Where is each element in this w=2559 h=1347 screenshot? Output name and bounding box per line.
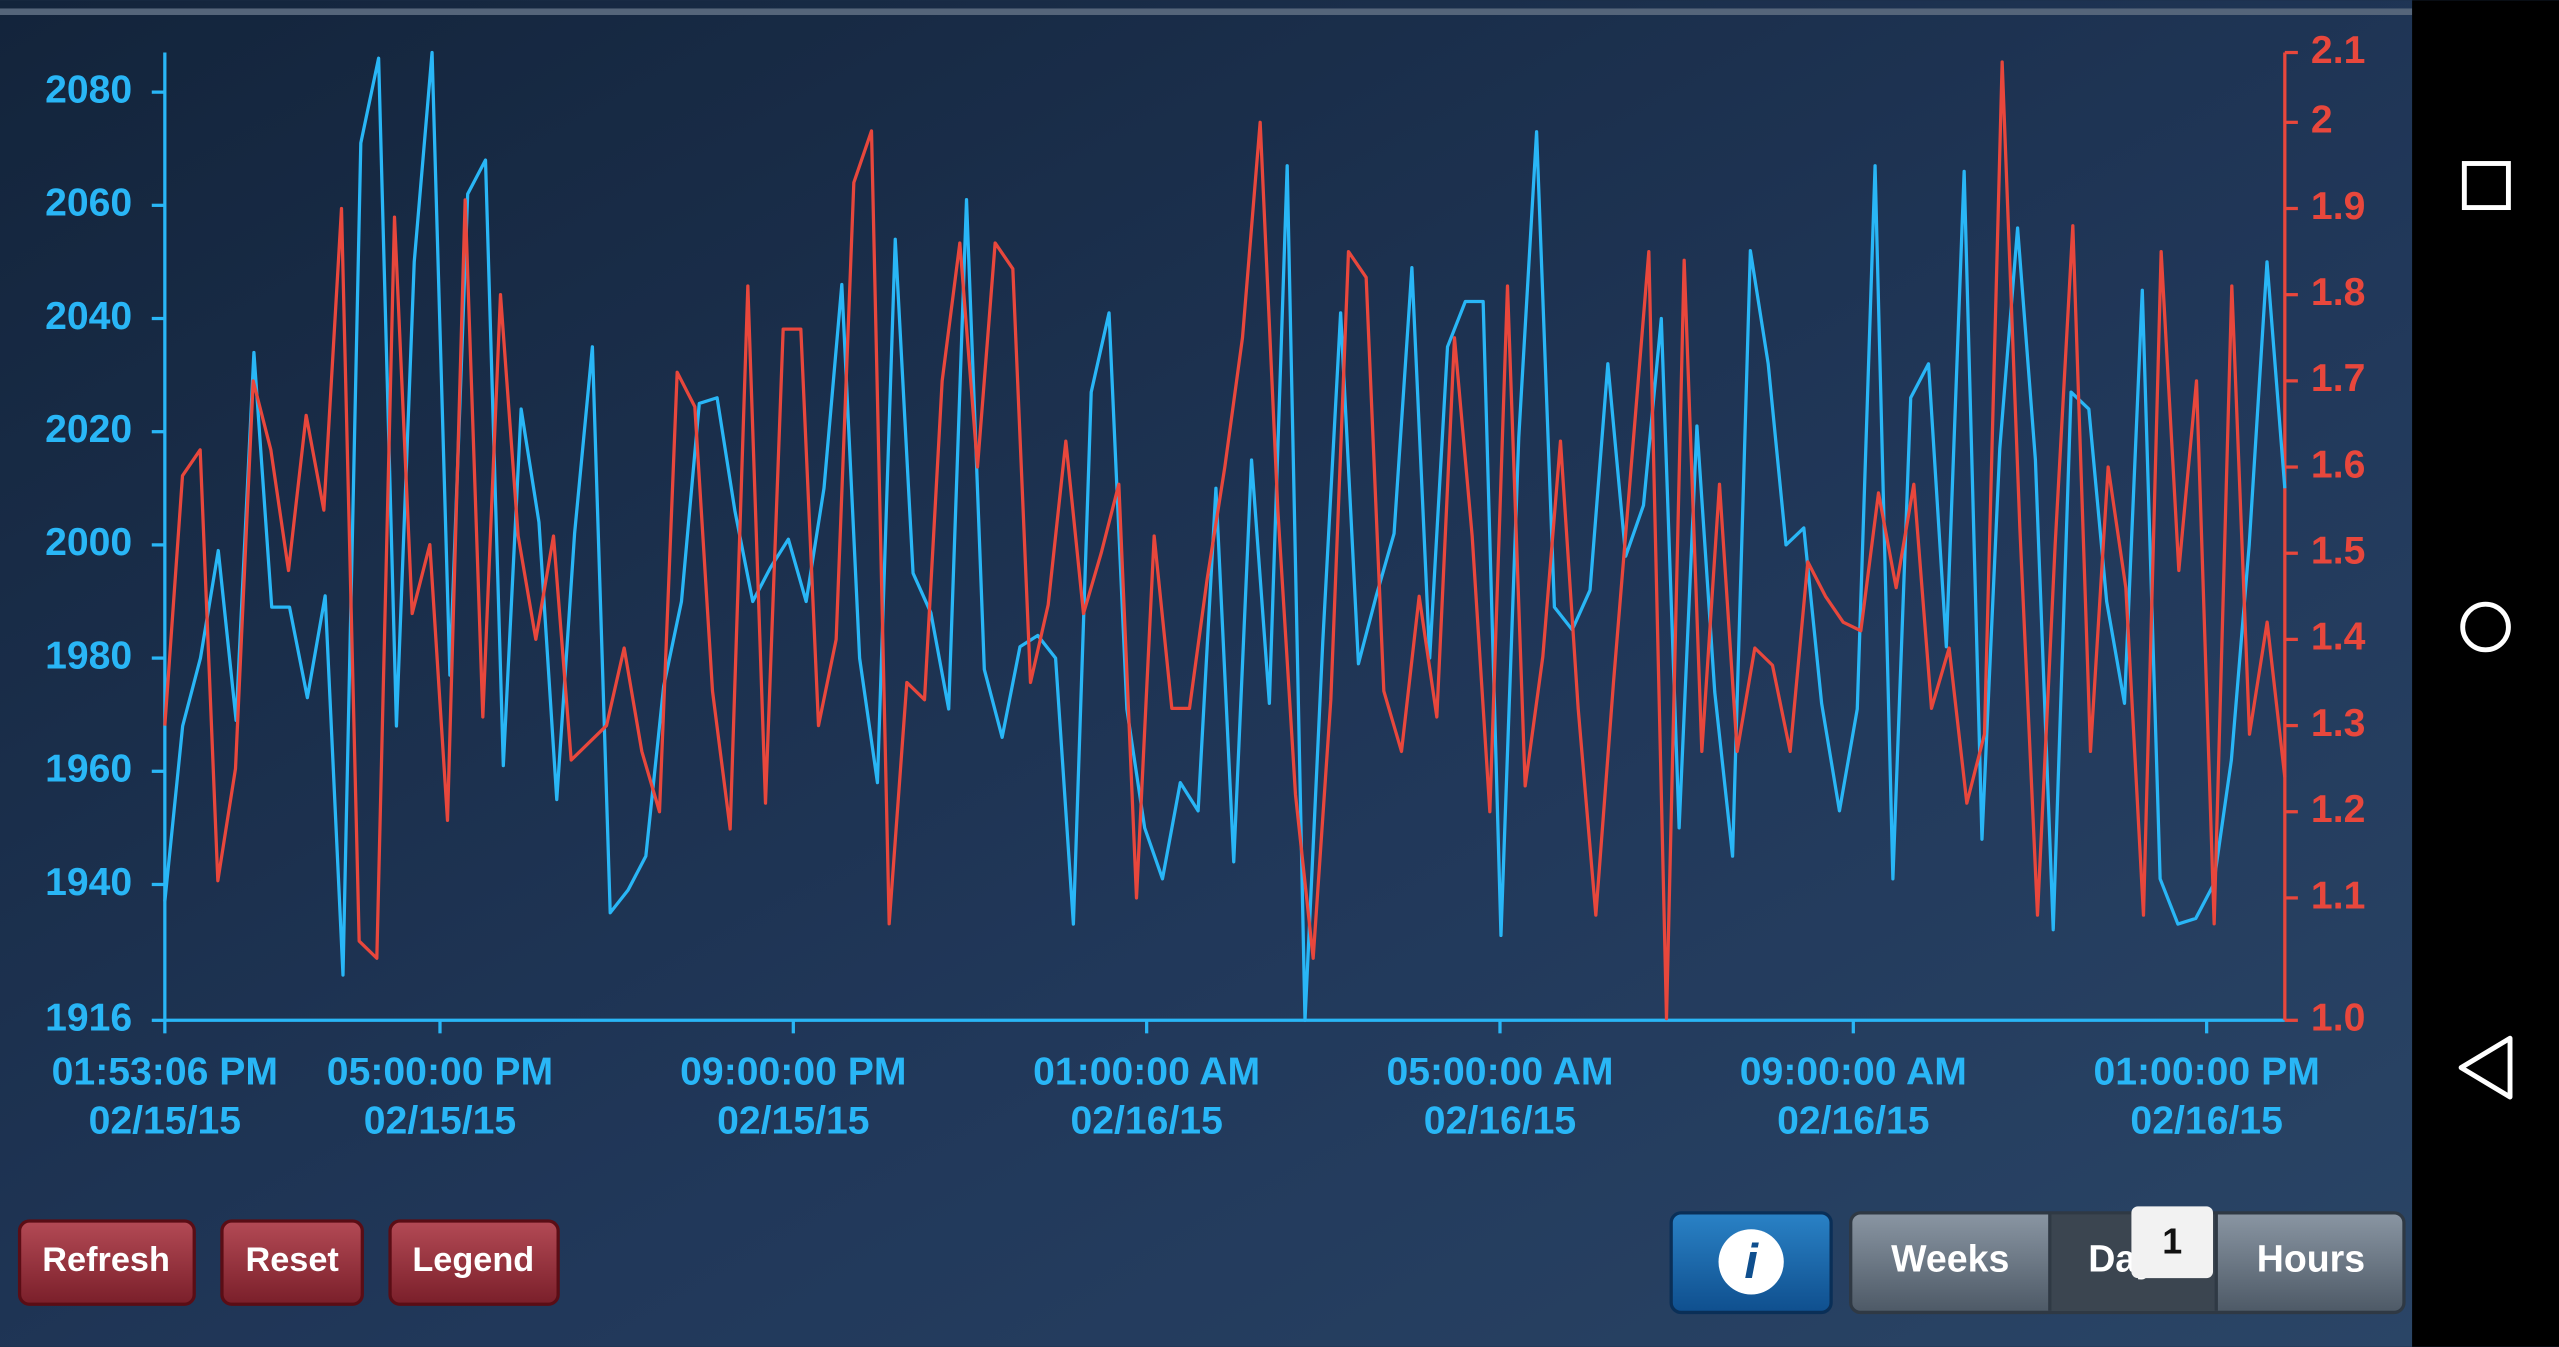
- y-tick-label: 1980: [45, 634, 132, 677]
- nav-recent[interactable]: [2461, 161, 2511, 211]
- y-tick-label: 2060: [45, 182, 132, 225]
- y2-tick-label: 1.9: [2311, 185, 2365, 228]
- y-tick-label: 2080: [45, 68, 132, 111]
- info-glyph[interactable]: i: [1744, 1235, 1759, 1289]
- y2-tick-label: 1.8: [2311, 271, 2365, 314]
- x-tick-label: 05:00:00 AM: [1386, 1051, 1613, 1094]
- x-tick-label: 02/16/15: [1070, 1099, 1222, 1142]
- x-tick-label: 01:00:00 PM: [2093, 1051, 2319, 1094]
- x-tick-label: 02/15/15: [89, 1099, 241, 1142]
- y-tick-label: 2000: [45, 521, 132, 564]
- y-tick-label: 2040: [45, 295, 132, 338]
- y2-tick-label: 1.2: [2311, 788, 2365, 831]
- toggle-label[interactable]: Hours: [2257, 1238, 2365, 1280]
- x-tick-label: 02/15/15: [717, 1099, 869, 1142]
- x-tick-label: 05:00:00 PM: [327, 1051, 553, 1094]
- range-toggle[interactable]: Weeks Days Hours 1: [1849, 1206, 2406, 1315]
- y-tick-label: 2020: [45, 408, 132, 451]
- x-tick-label: 09:00:00 PM: [680, 1051, 906, 1094]
- y2-tick-label: 1.3: [2311, 702, 2365, 745]
- nav-back[interactable]: [2458, 1035, 2513, 1100]
- reset-button[interactable]: Reset: [220, 1219, 364, 1306]
- x-tick-label: 09:00:00 AM: [1740, 1051, 1967, 1094]
- y2-tick-label: 1.7: [2311, 357, 2365, 400]
- nav-home[interactable]: [2460, 601, 2511, 653]
- badge: [2131, 1206, 2214, 1279]
- x-tick-label: 01:53:06 PM: [52, 1051, 278, 1094]
- x-tick-label: 01:00:00 AM: [1033, 1051, 1260, 1094]
- top-bar: [0, 8, 2413, 15]
- y2-tick-label: 1.0: [2311, 997, 2365, 1040]
- y2-tick-label: 1.5: [2311, 530, 2365, 573]
- y-tick-label: 1916: [45, 997, 132, 1040]
- button-bg[interactable]: [17, 1219, 196, 1306]
- info-icon[interactable]: [1718, 1229, 1784, 1295]
- button-label[interactable]: Legend: [412, 1241, 534, 1279]
- y-tick-label: 1960: [45, 748, 132, 791]
- x-tick-label: 02/16/15: [1424, 1099, 1576, 1142]
- x-tick-label: 02/15/15: [364, 1099, 516, 1142]
- legend-button[interactable]: Legend: [388, 1219, 560, 1306]
- y2-tick-label: 1.6: [2311, 443, 2365, 486]
- y2-tick-label: 2: [2311, 99, 2333, 142]
- y2-tick-label: 2.1: [2311, 29, 2365, 72]
- y-tick-label: 1940: [45, 861, 132, 904]
- button-bg[interactable]: [388, 1219, 560, 1306]
- toggle-label[interactable]: Weeks: [1891, 1238, 2009, 1280]
- y2-tick-label: 1.4: [2311, 616, 2366, 659]
- button-label[interactable]: Reset: [245, 1241, 338, 1279]
- refresh-button[interactable]: Refresh: [17, 1219, 196, 1306]
- button-label[interactable]: Refresh: [42, 1241, 170, 1279]
- x-tick-label: 02/16/15: [1777, 1099, 1929, 1142]
- x-tick-label: 02/16/15: [2130, 1099, 2282, 1142]
- button-bg[interactable]: [220, 1219, 364, 1306]
- nav-bar: [2412, 0, 2559, 1347]
- badge-label: 1: [2162, 1221, 2182, 1261]
- info-button[interactable]: i: [1669, 1211, 1833, 1315]
- series-line: [163, 60, 2287, 1021]
- chart: 1916 1940 1960 1980 2000 2020 2040 2060 2080 1.0 1…: [45, 29, 2366, 1143]
- series-line: [163, 50, 2287, 1022]
- y2-tick-label: 1.1: [2311, 874, 2365, 917]
